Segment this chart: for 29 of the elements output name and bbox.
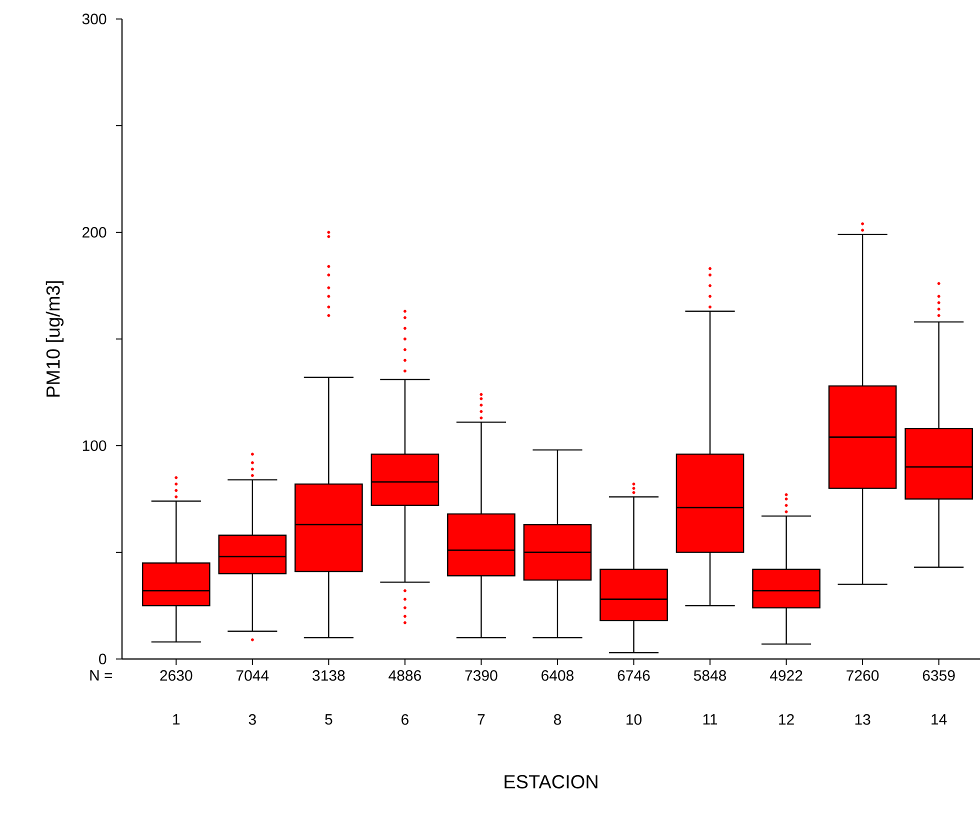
- x-tick-label: 5: [325, 714, 332, 725]
- text: 7260: [846, 670, 879, 681]
- text: 6746: [618, 670, 650, 681]
- x-tick-label: 6: [402, 714, 408, 725]
- x-tick-label: 12: [779, 714, 794, 725]
- x-axis-title: ESTACION: [504, 775, 598, 788]
- text: 5848: [694, 670, 726, 681]
- x-tick-label: 13: [855, 714, 870, 725]
- y-axis-title: PM10 [ug/m3]: [46, 281, 64, 397]
- text: 3138: [312, 670, 345, 681]
- y-tick-label: 300: [82, 14, 106, 24]
- y-tick-label: 0: [99, 654, 106, 664]
- text: 4922: [770, 670, 802, 681]
- x-tick-label: 1: [173, 714, 180, 725]
- text: 7390: [465, 670, 498, 681]
- text: N =: [90, 670, 112, 681]
- x-tick-label: 14: [932, 714, 947, 725]
- x-tick-label: 3: [248, 714, 256, 725]
- x-tick-label: 7: [478, 714, 485, 725]
- x-tick-label: 11: [703, 714, 718, 725]
- text: 4886: [388, 670, 421, 681]
- text: 6408: [542, 670, 574, 681]
- text: 6359: [922, 670, 955, 681]
- x-tick-label: 10: [626, 714, 642, 725]
- x-tick-label: 8: [554, 714, 561, 725]
- y-tick-label: 200: [82, 227, 106, 238]
- text: 7044: [236, 670, 269, 681]
- text: 2630: [160, 670, 192, 681]
- y-tick-label: 100: [82, 440, 106, 451]
